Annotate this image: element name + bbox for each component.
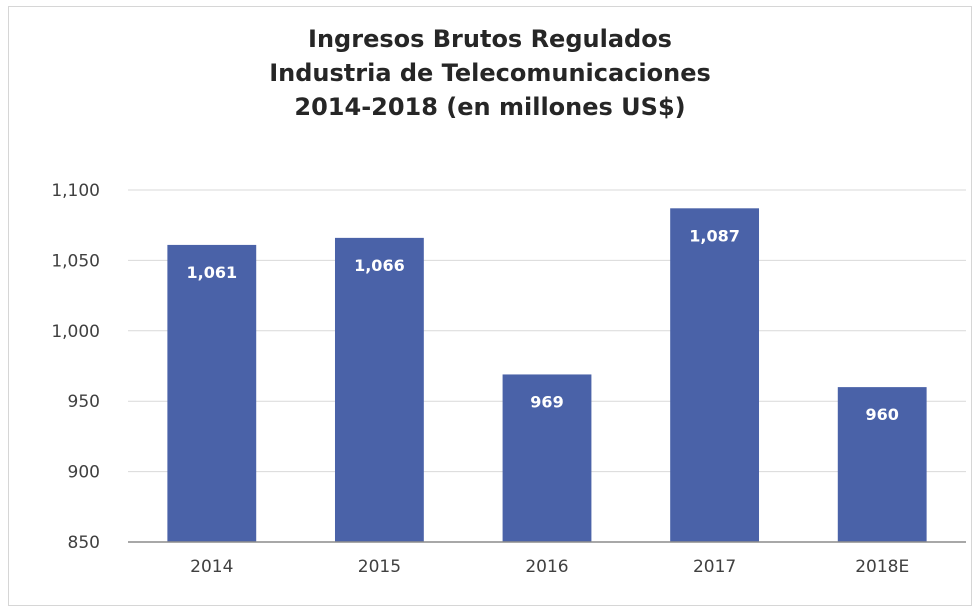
- x-category-label: 2016: [525, 557, 568, 577]
- bars: [167, 208, 927, 543]
- chart-title-line-3: 2014-2018 (en millones US$): [294, 93, 686, 121]
- bar-2015: [334, 237, 424, 542]
- y-tick-label: 1,050: [51, 251, 100, 271]
- y-tick-label: 1,000: [51, 322, 100, 342]
- bar-value-label: 960: [865, 405, 898, 424]
- chart-title-line-1: Ingresos Brutos Regulados: [308, 25, 672, 53]
- bar-2016: [502, 374, 592, 542]
- bar-chart-plot: 850 900 950 1,000 1,050 1,100 1,061 2014 1,066 20…: [51, 181, 966, 577]
- x-category-label: 2017: [693, 557, 736, 577]
- bar-2018e: [837, 387, 927, 542]
- bar-value-label: 1,066: [354, 256, 405, 275]
- chart-title-line-2: Industria de Telecomunicaciones: [269, 59, 711, 87]
- bar-value-label: 1,087: [689, 226, 740, 245]
- y-tick-label: 850: [68, 533, 100, 553]
- y-tick-label: 950: [68, 392, 100, 412]
- labels: 850 900 950 1,000 1,050 1,100 1,061 2014 1,066 20…: [51, 181, 909, 577]
- x-category-label: 2018E: [855, 557, 909, 577]
- x-category-label: 2014: [190, 557, 233, 577]
- bar-value-label: 1,061: [186, 263, 237, 282]
- bar-value-label: 969: [530, 392, 563, 411]
- chart-title: Ingresos Brutos Regulados Industria de T…: [0, 22, 980, 124]
- bar-2017: [670, 208, 760, 542]
- y-tick-label: 900: [68, 463, 100, 483]
- x-category-label: 2015: [358, 557, 401, 577]
- y-tick-label: 1,100: [51, 181, 100, 201]
- bar-2014: [167, 244, 257, 543]
